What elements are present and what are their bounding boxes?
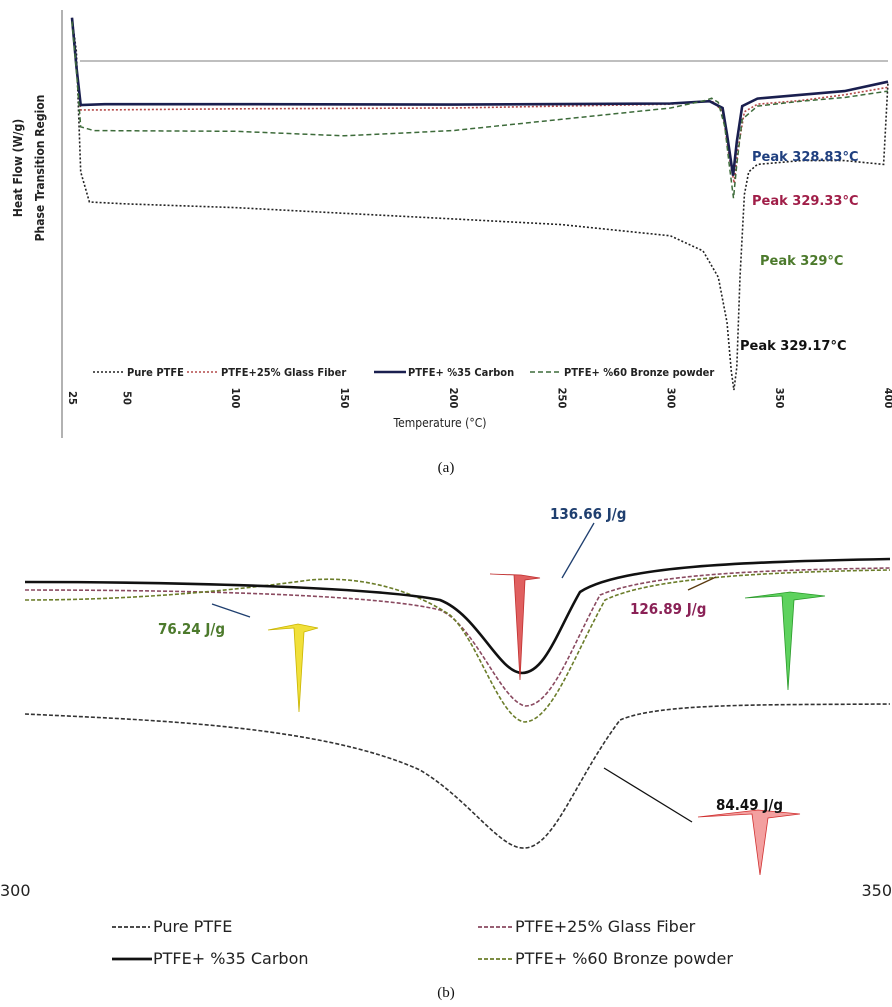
inset-peak-red-bottom xyxy=(697,809,801,876)
legend-b-glass-fiber-label: PTFE+25% Glass Fiber xyxy=(515,917,696,936)
legend-b-carbon: PTFE+ %35 Carbon xyxy=(112,949,309,968)
panel-a-xtick-400: 400 xyxy=(882,388,892,409)
series-line-ptfe-35-carbon xyxy=(70,17,889,176)
leader-126 xyxy=(687,576,717,591)
legend-b-carbon-label: PTFE+ %35 Carbon xyxy=(153,949,309,968)
legend-b-pure-ptfe-label: Pure PTFE xyxy=(153,917,232,936)
panel-b-curve-bronze xyxy=(24,569,891,723)
panel-a-legend: Pure PTFE PTFE+25% Glass Fiber PTFE+ %35 C… xyxy=(93,366,714,379)
peak-label-ptfe-60-bronze-powder: Peak 329°C xyxy=(760,254,843,269)
panel-a-xlabel: Temperature (°C) xyxy=(393,416,487,430)
peak-label-ptfe-35-carbon: Peak 328.83°C xyxy=(752,150,859,165)
enthalpy-label-bronze: 76.24 J/g xyxy=(158,620,225,638)
panel-a-ylabel-2: Phase Transition Region xyxy=(33,95,47,242)
peak-label-pure-ptfe: Peak 329.17°C xyxy=(740,339,847,354)
series-line-pure-ptfe xyxy=(71,17,889,391)
panel-a-xtick-50: 50 xyxy=(120,391,133,405)
peak-label-ptfe-25-glass-fiber: Peak 329.33°C xyxy=(752,194,859,209)
panel-b-curve-glass-fiber xyxy=(24,567,891,707)
legend-a-label-pure-ptfe: Pure PTFE xyxy=(127,366,184,379)
enthalpy-label-carbon: 136.66 J/g xyxy=(550,505,626,523)
panel-a-xtick-25: 25 xyxy=(66,391,79,405)
panel-a-series-group xyxy=(70,17,889,391)
enthalpy-label-glass-fiber: 126.89 J/g xyxy=(630,600,706,618)
inset-peak-red-top xyxy=(489,573,541,681)
panel-b-curve-carbon xyxy=(24,557,891,675)
panel-a-xtick-250: 250 xyxy=(556,388,569,409)
panel-a-xtick-150: 150 xyxy=(338,388,351,409)
panel-a-ylabel-1: Heat Flow (W/g) xyxy=(11,119,25,217)
panel-b-curve-pure-ptfe xyxy=(24,703,891,849)
inset-peak-green xyxy=(744,591,826,691)
panel-b-legend: Pure PTFE PTFE+25% Glass Fiber PTFE+ %35… xyxy=(112,917,733,968)
inset-peak-yellow xyxy=(267,623,319,713)
leader-76 xyxy=(211,603,251,618)
panel-a-peak-labels: Peak 328.83°C Peak 329.33°C Peak 329°C Peak… xyxy=(740,150,859,354)
panel-a-label: (a) xyxy=(438,460,455,476)
leader-136 xyxy=(561,522,595,579)
legend-a-label-ptfe-60-bronze-powder: PTFE+ %60 Bronze powder xyxy=(564,366,714,379)
legend-a-label-ptfe-35-carbon: PTFE+ %35 Carbon xyxy=(408,366,514,379)
panel-b: 136.66 J/g 76.24 J/g 126.89 J/g 84.49 J/… xyxy=(0,505,892,1001)
legend-b-glass-fiber: PTFE+25% Glass Fiber xyxy=(478,917,696,936)
legend-a-label-ptfe-25-glass-fiber: PTFE+25% Glass Fiber xyxy=(221,366,346,379)
panel-b-xtick-300: 300 xyxy=(0,881,31,900)
panel-b-xtick-350: 350 xyxy=(861,881,892,900)
panel-a: Heat Flow (W/g) Phase Transition Region … xyxy=(11,10,892,476)
panel-a-xtick-100: 100 xyxy=(229,388,242,409)
legend-b-bronze-label: PTFE+ %60 Bronze powder xyxy=(515,949,733,968)
panel-a-xtick-200: 200 xyxy=(447,388,460,409)
leader-84 xyxy=(603,767,693,823)
panel-a-x-ticks: 25 50 100 150 200 250 300 350 400 xyxy=(66,388,892,409)
enthalpy-label-pure-ptfe: 84.49 J/g xyxy=(716,796,783,814)
panel-b-label: (b) xyxy=(437,985,455,1001)
panel-a-xtick-300: 300 xyxy=(664,388,677,409)
legend-b-bronze: PTFE+ %60 Bronze powder xyxy=(478,949,733,968)
series-line-ptfe-60-bronze-powder xyxy=(71,21,889,199)
panel-a-xtick-350: 350 xyxy=(773,388,786,409)
legend-b-pure-ptfe: Pure PTFE xyxy=(112,917,232,936)
